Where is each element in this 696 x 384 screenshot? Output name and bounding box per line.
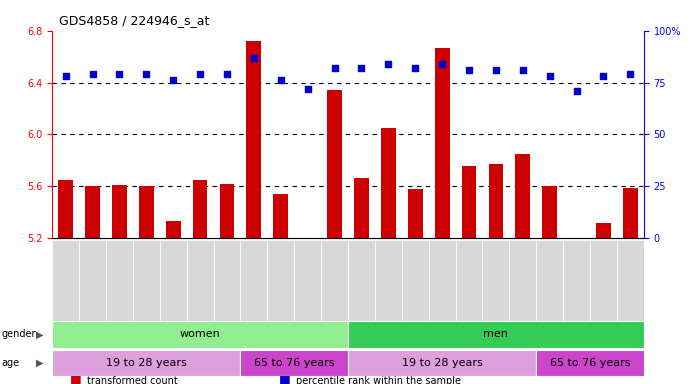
Point (275, 78, 286, 84)
Bar (429, 240, 456, 328)
Bar (139, 186, 154, 238)
Bar (327, 90, 342, 238)
Point (383, 61, 394, 67)
Bar (402, 240, 429, 328)
Point (248, 55, 260, 61)
Bar (489, 164, 503, 238)
Point (410, 65, 421, 71)
Bar (509, 240, 536, 328)
Bar (52, 240, 79, 328)
Text: ▶: ▶ (36, 358, 44, 368)
Bar (52, 321, 348, 348)
Bar (240, 350, 348, 376)
Text: women: women (180, 329, 221, 339)
Text: age: age (1, 358, 19, 368)
Bar (348, 321, 644, 348)
Bar (166, 221, 180, 238)
Bar (214, 240, 240, 328)
Bar (435, 48, 450, 238)
Point (60, 73, 71, 79)
Bar (220, 184, 235, 238)
Bar (193, 180, 207, 238)
Bar (516, 154, 530, 238)
Point (168, 78, 179, 84)
Point (329, 65, 340, 71)
Bar (348, 240, 375, 328)
Point (464, 67, 475, 73)
Bar (133, 240, 160, 328)
Bar (52, 350, 240, 376)
Point (517, 67, 528, 73)
Bar (274, 194, 288, 238)
Bar (590, 240, 617, 328)
Text: men: men (484, 329, 508, 339)
Bar (536, 350, 644, 376)
Point (490, 67, 501, 73)
Point (141, 71, 152, 77)
Text: ■: ■ (278, 373, 290, 384)
Bar (596, 223, 611, 238)
Text: gender: gender (1, 329, 36, 339)
Bar (617, 240, 644, 328)
Text: percentile rank within the sample: percentile rank within the sample (296, 376, 461, 384)
Bar (375, 240, 402, 328)
Bar (79, 240, 106, 328)
Point (194, 71, 205, 77)
Bar (106, 240, 133, 328)
Bar (623, 187, 638, 238)
Point (114, 71, 125, 77)
Bar (321, 240, 348, 328)
Point (302, 86, 313, 92)
Bar (461, 166, 476, 238)
Text: ■: ■ (70, 373, 81, 384)
Bar (482, 240, 509, 328)
Bar (267, 240, 294, 328)
Bar (408, 189, 422, 238)
Bar (240, 240, 267, 328)
Bar (348, 350, 536, 376)
Point (625, 71, 636, 77)
Bar (536, 240, 563, 328)
Text: GDS4858 / 224946_s_at: GDS4858 / 224946_s_at (59, 14, 209, 27)
Bar (456, 240, 482, 328)
Bar (246, 41, 261, 238)
Bar (294, 240, 321, 328)
Point (544, 73, 555, 79)
Bar (112, 185, 127, 238)
Point (571, 88, 582, 94)
Text: 19 to 28 years: 19 to 28 years (402, 358, 482, 368)
Bar (85, 186, 100, 238)
Bar (354, 179, 369, 238)
Point (436, 61, 448, 67)
Bar (542, 186, 557, 238)
Bar (381, 128, 396, 238)
Bar (58, 180, 73, 238)
Point (356, 65, 367, 71)
Text: 19 to 28 years: 19 to 28 years (106, 358, 187, 368)
Text: ▶: ▶ (36, 329, 44, 339)
Text: transformed count: transformed count (87, 376, 177, 384)
Bar (160, 240, 187, 328)
Bar (563, 240, 590, 328)
Text: 65 to 76 years: 65 to 76 years (254, 358, 335, 368)
Bar (187, 240, 214, 328)
Point (221, 71, 232, 77)
Point (598, 73, 609, 79)
Text: 65 to 76 years: 65 to 76 years (550, 358, 631, 368)
Point (87, 71, 98, 77)
